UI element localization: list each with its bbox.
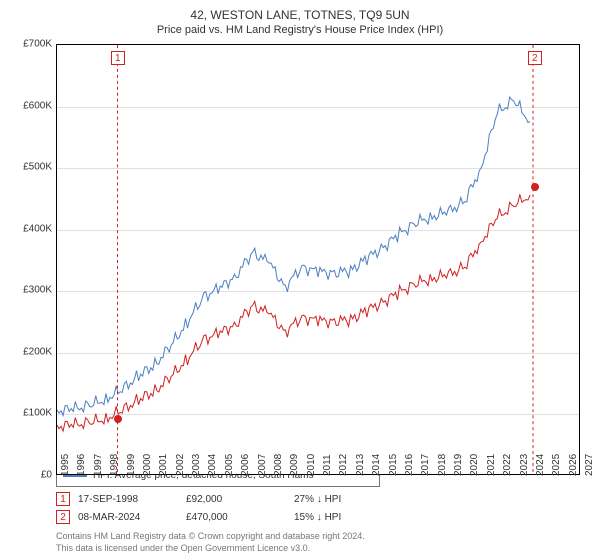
x-tick-label: 2010 bbox=[306, 454, 317, 476]
y-axis: £0£100K£200K£300K£400K£500K£600K£700K bbox=[12, 44, 56, 475]
x-tick-label: 2022 bbox=[502, 454, 513, 476]
gridline bbox=[57, 107, 579, 108]
series-hpi bbox=[57, 97, 530, 415]
y-tick-label: £500K bbox=[23, 162, 52, 173]
gridline bbox=[57, 353, 579, 354]
x-tick-label: 2011 bbox=[322, 454, 333, 476]
x-tick-label: 1995 bbox=[60, 454, 71, 476]
point-marker bbox=[114, 415, 122, 423]
gridline bbox=[57, 230, 579, 231]
vmarker-badge: 1 bbox=[111, 51, 125, 65]
transaction-delta: 15% ↓ HPI bbox=[294, 512, 394, 523]
chart-container: 42, WESTON LANE, TOTNES, TQ9 5UN Price p… bbox=[0, 0, 600, 560]
footer-line: Contains HM Land Registry data © Crown c… bbox=[56, 530, 588, 542]
transaction-row: 2 08-MAR-2024 £470,000 15% ↓ HPI bbox=[56, 508, 588, 526]
x-tick-label: 2024 bbox=[535, 454, 546, 476]
x-tick-label: 2015 bbox=[388, 454, 399, 476]
x-tick-label: 2002 bbox=[175, 454, 186, 476]
footer-line: This data is licensed under the Open Gov… bbox=[56, 542, 588, 554]
chart-title: 42, WESTON LANE, TOTNES, TQ9 5UN bbox=[12, 8, 588, 22]
x-tick-label: 2009 bbox=[289, 454, 300, 476]
line-series-svg bbox=[57, 45, 579, 474]
transaction-date: 08-MAR-2024 bbox=[78, 512, 178, 523]
y-tick-label: £0 bbox=[41, 470, 52, 481]
x-tick-label: 2000 bbox=[142, 454, 153, 476]
x-tick-label: 2016 bbox=[404, 454, 415, 476]
x-tick-label: 2013 bbox=[355, 454, 366, 476]
y-tick-label: £300K bbox=[23, 285, 52, 296]
x-tick-label: 1999 bbox=[126, 454, 137, 476]
gridline bbox=[57, 414, 579, 415]
x-tick-label: 2007 bbox=[257, 454, 268, 476]
point-marker bbox=[531, 183, 539, 191]
vmarker-badge: 2 bbox=[528, 51, 542, 65]
chart-subtitle: Price paid vs. HM Land Registry's House … bbox=[12, 24, 588, 36]
x-tick-label: 2021 bbox=[486, 454, 497, 476]
x-axis: 1995199619971998199920002001200220032004… bbox=[57, 474, 579, 510]
x-tick-label: 2008 bbox=[273, 454, 284, 476]
x-tick-label: 2012 bbox=[338, 454, 349, 476]
gridline bbox=[57, 168, 579, 169]
x-tick-label: 2020 bbox=[469, 454, 480, 476]
x-tick-label: 2018 bbox=[437, 454, 448, 476]
x-tick-label: 1996 bbox=[76, 454, 87, 476]
x-tick-label: 2006 bbox=[240, 454, 251, 476]
x-tick-label: 2023 bbox=[519, 454, 530, 476]
y-tick-label: £200K bbox=[23, 346, 52, 357]
x-tick-label: 2014 bbox=[371, 454, 382, 476]
y-tick-label: £400K bbox=[23, 223, 52, 234]
y-tick-label: £600K bbox=[23, 100, 52, 111]
x-tick-label: 1998 bbox=[109, 454, 120, 476]
x-tick-label: 1997 bbox=[93, 454, 104, 476]
x-tick-label: 2025 bbox=[551, 454, 562, 476]
gridline bbox=[57, 291, 579, 292]
x-tick-label: 2019 bbox=[453, 454, 464, 476]
x-tick-label: 2003 bbox=[191, 454, 202, 476]
transaction-badge: 2 bbox=[56, 510, 70, 524]
x-tick-label: 2004 bbox=[207, 454, 218, 476]
y-tick-label: £100K bbox=[23, 408, 52, 419]
x-tick-label: 2001 bbox=[158, 454, 169, 476]
transaction-price: £470,000 bbox=[186, 512, 286, 523]
chart-area: £0£100K£200K£300K£400K£500K£600K£700K 19… bbox=[12, 42, 588, 447]
x-tick-label: 2017 bbox=[420, 454, 431, 476]
x-tick-label: 2005 bbox=[224, 454, 235, 476]
x-tick-label: 2026 bbox=[568, 454, 579, 476]
plot-frame: 1995 1996 1997 1998 1999 2000 2001 2002 2003 2004… bbox=[56, 44, 580, 475]
footer: Contains HM Land Registry data © Crown c… bbox=[56, 530, 588, 554]
x-tick-label: 2027 bbox=[584, 454, 595, 476]
y-tick-label: £700K bbox=[23, 39, 52, 50]
